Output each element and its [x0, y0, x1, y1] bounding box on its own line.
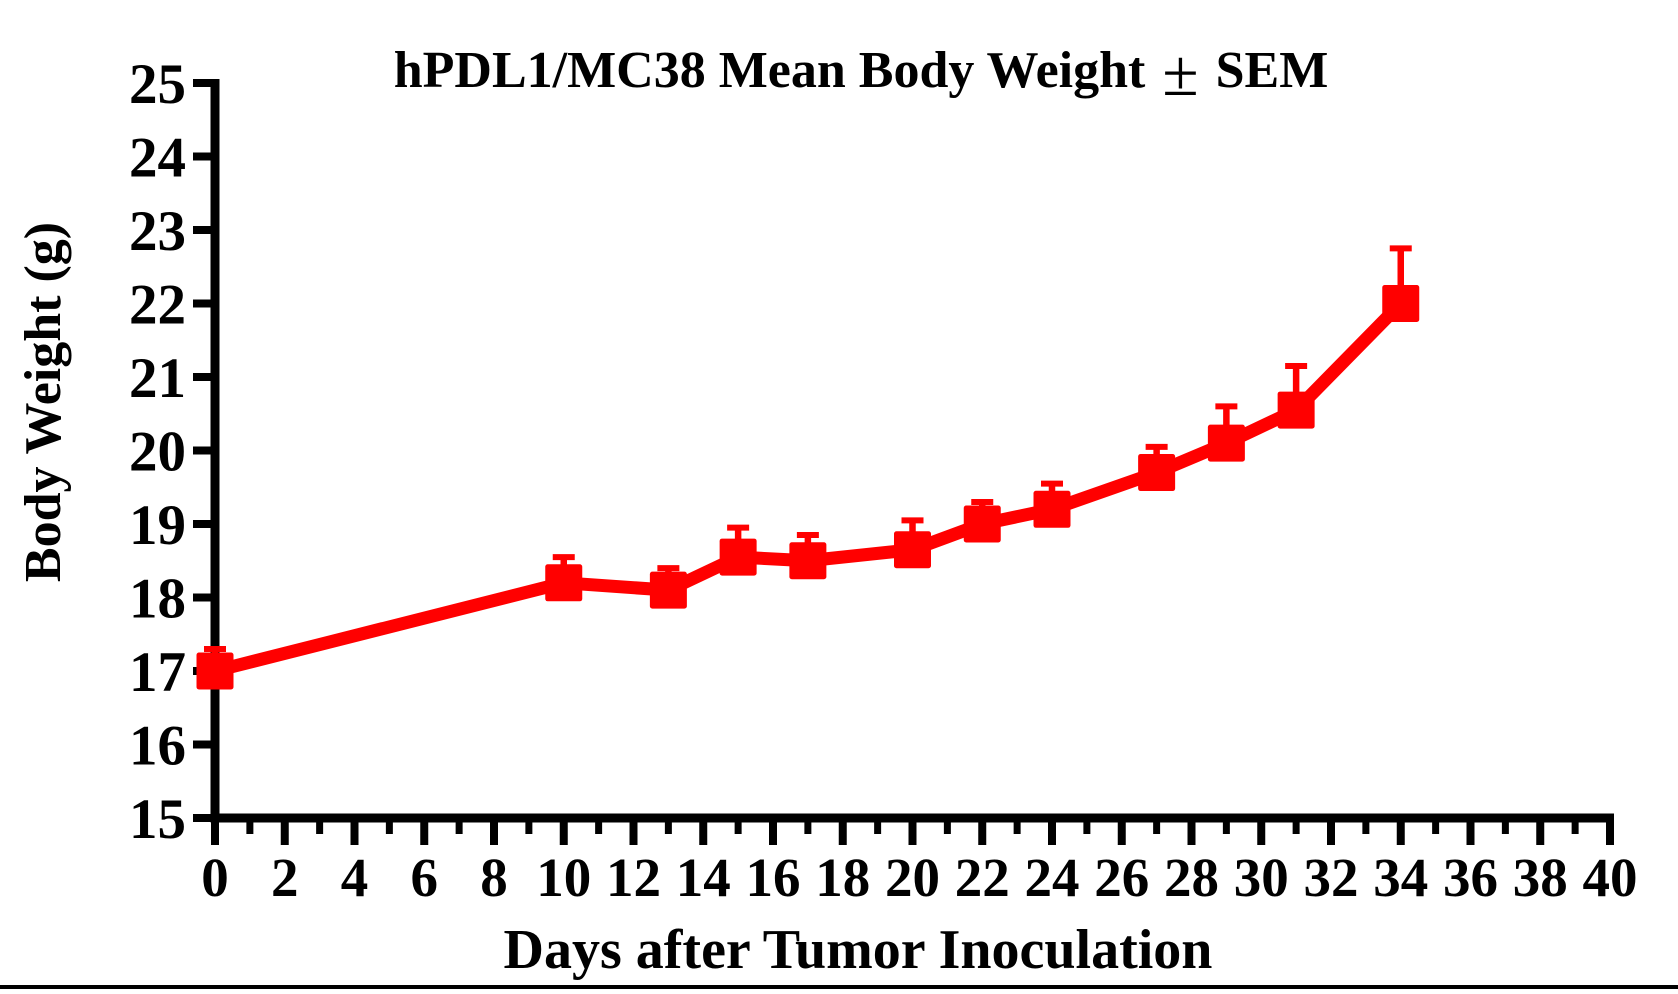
x-tick-label: 18: [815, 847, 870, 908]
data-point-marker: [719, 538, 757, 576]
data-point-marker: [1207, 424, 1245, 462]
data-point-marker: [545, 564, 583, 602]
x-tick-label: 32: [1304, 847, 1359, 908]
data-point-marker: [789, 542, 827, 580]
axes-layer: [210, 79, 1614, 823]
data-point-marker: [1033, 490, 1071, 528]
y-tick-label: 24: [129, 127, 186, 190]
y-tick-label: 22: [129, 274, 186, 337]
x-tick-label: 8: [480, 847, 508, 908]
x-tick-label: 40: [1583, 847, 1638, 908]
x-tick-label: 26: [1094, 847, 1149, 908]
y-tick-label: 25: [129, 53, 186, 116]
bottom-divider: [0, 985, 1678, 989]
x-tick-label: 24: [1025, 847, 1080, 908]
data-point-marker: [649, 571, 687, 609]
y-tick-label: 18: [129, 568, 186, 631]
data-point-marker: [1382, 285, 1420, 322]
series-line: [213, 298, 1406, 678]
y-tick-label: 15: [129, 788, 186, 851]
x-tick-label: 0: [201, 847, 229, 908]
x-tick-label: 34: [1373, 847, 1428, 908]
x-tick-label: 6: [411, 847, 439, 908]
x-tick-label: 4: [341, 847, 369, 908]
data-point-marker: [1277, 391, 1315, 429]
y-tick-label: 23: [129, 200, 186, 263]
data-point-marker: [894, 531, 931, 569]
y-tick-label: 19: [129, 494, 186, 557]
x-tick-label: 16: [746, 847, 801, 908]
chart-title-prefix: hPDL1/MC38 Mean Body Weight: [393, 42, 1146, 99]
chart-title: hPDL1/MC38 Mean Body Weight ± SEM: [44, 41, 1678, 107]
x-tick-label: 22: [955, 847, 1010, 908]
chart-title-suffix: SEM: [1215, 42, 1329, 99]
y-tick-label: 21: [129, 347, 186, 410]
y-tick-label: 17: [129, 641, 186, 704]
x-tick-label: 38: [1513, 847, 1568, 908]
data-point-marker: [963, 505, 1001, 543]
x-tick-label: 2: [271, 847, 299, 908]
x-axis-title: Days after Tumor Inoculation: [503, 919, 1213, 981]
x-tick-label: 10: [536, 847, 591, 908]
y-tick-label: 16: [129, 715, 186, 778]
x-tick-label: 14: [676, 847, 731, 908]
x-tick-label: 36: [1443, 847, 1498, 908]
y-tick-label: 20: [129, 421, 186, 484]
data-point-marker: [196, 652, 234, 690]
x-tick-label: 30: [1234, 847, 1289, 908]
plus-minus-symbol: ±: [1162, 37, 1199, 110]
x-tick-label: 20: [885, 847, 940, 908]
series-layer: [196, 245, 1420, 690]
data-point-marker: [1138, 454, 1176, 492]
x-tick-label: 28: [1164, 847, 1219, 908]
x-tick-label: 12: [606, 847, 661, 908]
